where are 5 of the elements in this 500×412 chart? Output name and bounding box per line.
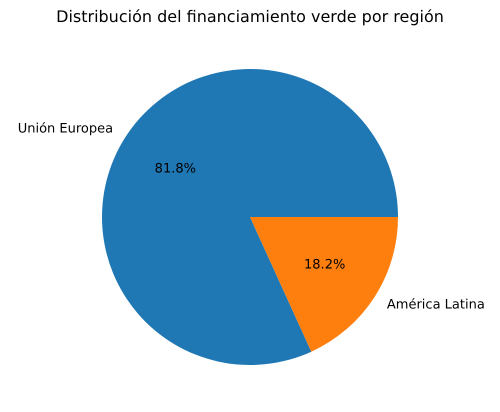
slice-label: América Latina — [386, 297, 485, 312]
data-label: 81.8% — [154, 161, 196, 176]
slice-label: Unión Europea — [18, 121, 114, 136]
chart-title: Distribución del financiamiento verde por región — [56, 7, 444, 26]
data-label: 18.2% — [304, 257, 346, 272]
